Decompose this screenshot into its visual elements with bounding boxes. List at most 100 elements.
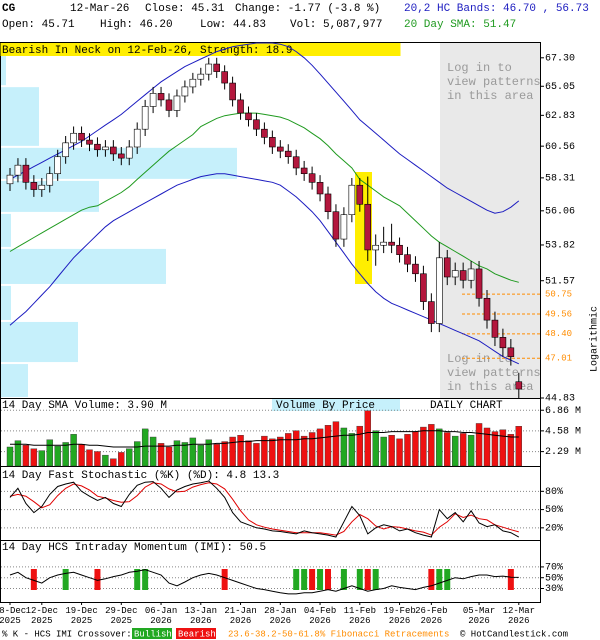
crossover-mark <box>428 569 435 590</box>
x-tick-date: 13-Jan <box>185 606 217 616</box>
legend-bullish-swatch <box>132 628 172 639</box>
x-tick-label: 26-Feb 2026 <box>415 606 447 626</box>
y-tick-label: 80% <box>545 487 563 498</box>
candle-body <box>499 337 507 349</box>
candle-body <box>332 211 340 240</box>
volume-bar <box>261 435 268 467</box>
candle-body <box>197 73 205 80</box>
candle-body <box>46 173 54 186</box>
upper-band <box>9 42 520 214</box>
volume-bar <box>102 454 109 467</box>
candle-body <box>253 119 260 130</box>
x-tick-year: 2026 <box>349 616 371 626</box>
candle-body <box>189 78 197 88</box>
crossover-mark <box>364 569 371 590</box>
candle-body <box>30 182 38 190</box>
y-tick-label: 4.58 M <box>545 427 581 438</box>
candle-body <box>6 174 14 185</box>
candle-body <box>396 244 403 255</box>
candle-body <box>78 132 85 141</box>
x-tick-year: 2025 <box>71 616 93 626</box>
daily-chart: DAILY CHART <box>430 400 503 412</box>
volume-bar <box>189 437 197 467</box>
vbp-label: Volume By Price <box>276 400 375 412</box>
y-tick-label: 62.83 <box>545 111 575 122</box>
y-tick-label: 50% <box>545 573 563 584</box>
fib-level-label: 47.01 <box>545 354 572 364</box>
y-tick-label: 30% <box>545 584 563 595</box>
candle-body <box>149 93 157 107</box>
x-tick-label: 29-Dec 2025 <box>105 606 137 626</box>
volume-bar <box>54 445 61 467</box>
y-tick-label: 51.57 <box>545 276 575 287</box>
crossover-mark <box>134 569 141 590</box>
volume-bar <box>118 452 125 467</box>
candle-body <box>507 347 515 357</box>
volume-bar <box>404 434 411 467</box>
candle-body <box>443 257 451 278</box>
y-tick-label: 60.56 <box>545 142 575 153</box>
symbol: CG <box>2 3 16 15</box>
login-text: Log in to <box>447 61 512 75</box>
volume-bar <box>181 442 189 467</box>
candle-body <box>300 167 308 175</box>
candle-body <box>245 112 252 121</box>
vbp-bar <box>1 87 39 146</box>
candle-body <box>459 270 467 281</box>
candle-body <box>475 268 483 299</box>
vbp-bar <box>1 248 166 284</box>
volume-bar <box>141 428 149 467</box>
volume-bar <box>372 430 379 467</box>
crossover-mark <box>325 569 331 590</box>
x-tick-date: 12-Dec <box>26 606 58 616</box>
crossover-mark <box>293 569 300 590</box>
volume-bar <box>340 427 348 467</box>
scale-label: Logarithmic <box>589 306 600 372</box>
volume-bar <box>388 435 395 467</box>
crossover-mark <box>301 569 308 590</box>
crossover-mark <box>436 569 443 590</box>
stochastic-d <box>9 482 519 536</box>
login-text: view patterns <box>447 75 541 89</box>
crossover-mark <box>309 569 316 590</box>
volume-bar <box>420 426 427 467</box>
candle-body <box>213 63 220 72</box>
candle-body <box>125 146 133 159</box>
candle-body <box>205 63 213 75</box>
volume-bar <box>157 443 165 467</box>
candle-body <box>292 156 300 169</box>
candle-body <box>141 106 149 130</box>
volume-bar <box>452 435 459 467</box>
volume-bar <box>165 446 173 467</box>
candle-body <box>428 301 435 324</box>
candle-body <box>308 173 316 183</box>
x-tick-date: 29-Dec <box>105 606 137 616</box>
change: Change: -1.77 (-3.8 %) <box>235 3 380 15</box>
x-tick-label: 06-Jan 2026 <box>145 606 177 626</box>
x-tick-date: 11-Feb <box>344 606 376 616</box>
y-tick-label: 50% <box>545 505 563 516</box>
x-tick-label: 04-Feb 2026 <box>304 606 336 626</box>
login-text: in this area <box>447 89 533 103</box>
volume-bar <box>38 450 45 467</box>
imi-panel <box>0 540 541 603</box>
x-tick-label: 19-Dec 2025 <box>65 606 97 626</box>
pattern-banner <box>0 43 401 56</box>
vbp-bar <box>1 213 11 247</box>
x-tick-date: 04-Feb <box>304 606 336 616</box>
volume-bar <box>356 425 363 467</box>
volume-bar <box>149 436 157 467</box>
volume-bar <box>133 441 141 467</box>
volume-bar <box>30 448 38 467</box>
volume-bar <box>14 440 22 467</box>
candle-body <box>491 319 499 338</box>
volume-bar <box>62 442 69 467</box>
crossover-mark <box>94 569 101 590</box>
x-tick-date: 19-Feb <box>383 606 415 616</box>
candle-body <box>364 203 372 251</box>
volume-bar <box>46 439 53 467</box>
legend-bearish-swatch <box>176 628 216 639</box>
x-tick-date: 08-Dec <box>0 606 26 616</box>
y-tick-label: 56.06 <box>545 206 575 217</box>
